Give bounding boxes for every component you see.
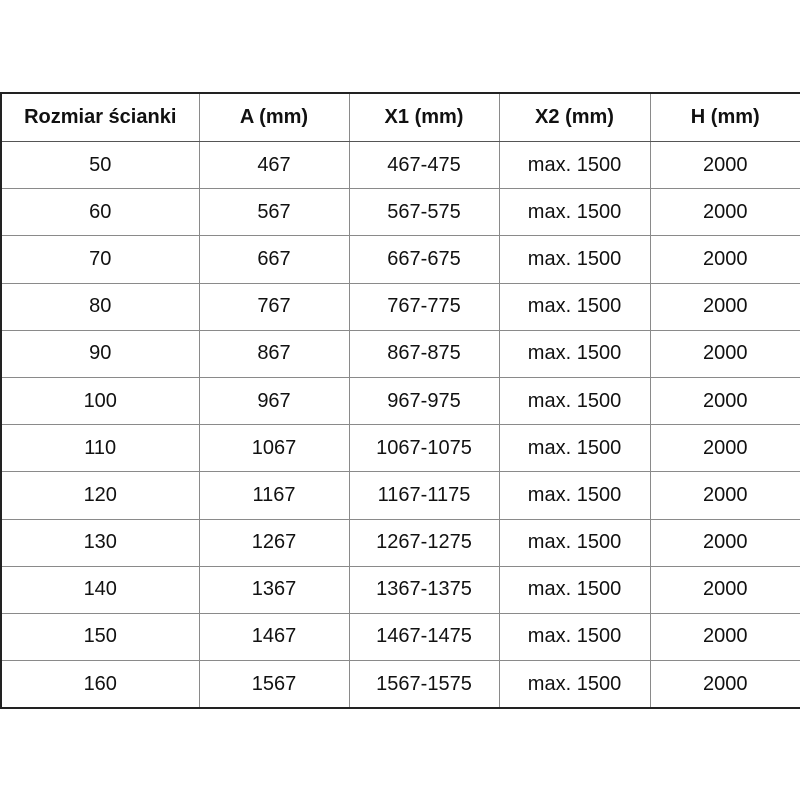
cell-a-mm: 1167 bbox=[198, 471, 350, 520]
table-row: 150 1467 1467-1475 max. 1500 2000 bbox=[0, 612, 800, 662]
cell-x2-mm: max. 1500 bbox=[498, 660, 651, 709]
cell-x2-mm: max. 1500 bbox=[498, 376, 651, 426]
cell-h-mm: 2000 bbox=[649, 329, 800, 378]
cell-wall-size: 110 bbox=[0, 424, 200, 473]
cell-a-mm: 1467 bbox=[198, 612, 350, 662]
column-header-x2-mm: X2 (mm) bbox=[498, 92, 651, 142]
column-header-a-mm: A (mm) bbox=[198, 92, 350, 142]
cell-x2-mm: max. 1500 bbox=[498, 235, 651, 284]
header-row: Rozmiar ścianki A (mm) X1 (mm) X2 (mm) H (mm… bbox=[0, 92, 800, 142]
cell-a-mm: 667 bbox=[198, 235, 350, 284]
cell-a-mm: 467 bbox=[198, 140, 350, 190]
cell-a-mm: 1067 bbox=[198, 424, 350, 473]
table-row: 90 867 867-875 max. 1500 2000 bbox=[0, 329, 800, 378]
cell-wall-size: 70 bbox=[0, 235, 200, 284]
cell-wall-size: 120 bbox=[0, 471, 200, 520]
cell-x1-mm: 567-575 bbox=[348, 188, 500, 237]
cell-x2-mm: max. 1500 bbox=[498, 188, 651, 237]
cell-h-mm: 2000 bbox=[649, 140, 800, 190]
cell-wall-size: 130 bbox=[0, 518, 200, 567]
cell-a-mm: 867 bbox=[198, 329, 350, 378]
cell-h-mm: 2000 bbox=[649, 518, 800, 567]
table-row: 140 1367 1367-1375 max. 1500 2000 bbox=[0, 565, 800, 614]
cell-x1-mm: 767-775 bbox=[348, 282, 500, 331]
cell-x2-mm: max. 1500 bbox=[498, 329, 651, 378]
cell-h-mm: 2000 bbox=[649, 424, 800, 473]
cell-x1-mm: 867-875 bbox=[348, 329, 500, 378]
cell-wall-size: 90 bbox=[0, 329, 200, 378]
cell-x1-mm: 467-475 bbox=[348, 140, 500, 190]
table-row: 120 1167 1167-1175 max. 1500 2000 bbox=[0, 471, 800, 520]
cell-x1-mm: 667-675 bbox=[348, 235, 500, 284]
cell-x2-mm: max. 1500 bbox=[498, 140, 651, 190]
cell-h-mm: 2000 bbox=[649, 565, 800, 614]
cell-h-mm: 2000 bbox=[649, 471, 800, 520]
cell-wall-size: 160 bbox=[0, 660, 200, 709]
cell-x2-mm: max. 1500 bbox=[498, 424, 651, 473]
cell-h-mm: 2000 bbox=[649, 188, 800, 237]
table-row: 50 467 467-475 max. 1500 2000 bbox=[0, 140, 800, 190]
cell-wall-size: 80 bbox=[0, 282, 200, 331]
cell-x1-mm: 1367-1375 bbox=[348, 565, 500, 614]
cell-h-mm: 2000 bbox=[649, 235, 800, 284]
cell-x1-mm: 1267-1275 bbox=[348, 518, 500, 567]
cell-wall-size: 140 bbox=[0, 565, 200, 614]
cell-wall-size: 60 bbox=[0, 188, 200, 237]
table-row: 70 667 667-675 max. 1500 2000 bbox=[0, 235, 800, 284]
cell-wall-size: 100 bbox=[0, 376, 200, 426]
cell-h-mm: 2000 bbox=[649, 282, 800, 331]
cell-h-mm: 2000 bbox=[649, 612, 800, 662]
cell-a-mm: 967 bbox=[198, 376, 350, 426]
cell-a-mm: 1567 bbox=[198, 660, 350, 709]
cell-x2-mm: max. 1500 bbox=[498, 518, 651, 567]
cell-wall-size: 50 bbox=[0, 140, 200, 190]
dimensions-table: Rozmiar ścianki A (mm) X1 (mm) X2 (mm) H (mm… bbox=[0, 92, 800, 710]
table-row: 100 967 967-975 max. 1500 2000 bbox=[0, 376, 800, 426]
cell-h-mm: 2000 bbox=[649, 376, 800, 426]
cell-a-mm: 767 bbox=[198, 282, 350, 331]
cell-x1-mm: 967-975 bbox=[348, 376, 500, 426]
column-header-wall-size: Rozmiar ścianki bbox=[0, 92, 200, 142]
column-header-h-mm: H (mm) bbox=[649, 92, 800, 142]
cell-x1-mm: 1567-1575 bbox=[348, 660, 500, 709]
table-row: 110 1067 1067-1075 max. 1500 2000 bbox=[0, 424, 800, 473]
cell-wall-size: 150 bbox=[0, 612, 200, 662]
cell-x2-mm: max. 1500 bbox=[498, 471, 651, 520]
cell-x2-mm: max. 1500 bbox=[498, 565, 651, 614]
cell-x1-mm: 1167-1175 bbox=[348, 471, 500, 520]
table-row: 160 1567 1567-1575 max. 1500 2000 bbox=[0, 660, 800, 709]
cell-h-mm: 2000 bbox=[649, 660, 800, 709]
cell-a-mm: 1367 bbox=[198, 565, 350, 614]
table-row: 60 567 567-575 max. 1500 2000 bbox=[0, 188, 800, 237]
table-row: 80 767 767-775 max. 1500 2000 bbox=[0, 282, 800, 331]
cell-x1-mm: 1467-1475 bbox=[348, 612, 500, 662]
cell-a-mm: 1267 bbox=[198, 518, 350, 567]
cell-x2-mm: max. 1500 bbox=[498, 612, 651, 662]
column-header-x1-mm: X1 (mm) bbox=[348, 92, 500, 142]
cell-a-mm: 567 bbox=[198, 188, 350, 237]
cell-x1-mm: 1067-1075 bbox=[348, 424, 500, 473]
cell-x2-mm: max. 1500 bbox=[498, 282, 651, 331]
table-row: 130 1267 1267-1275 max. 1500 2000 bbox=[0, 518, 800, 567]
